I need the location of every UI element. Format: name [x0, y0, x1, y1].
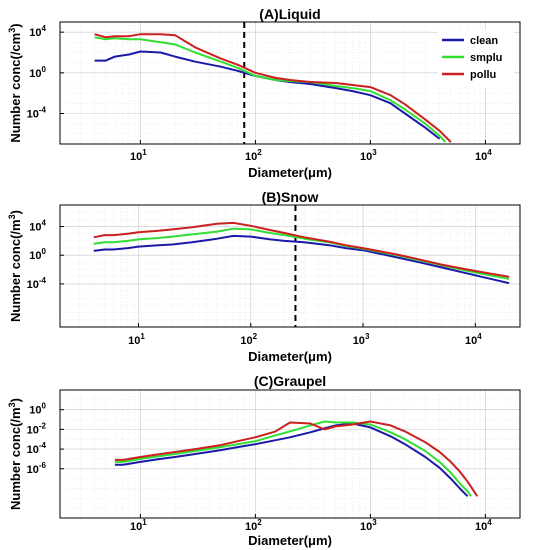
legend-entry-clean: clean — [470, 35, 498, 47]
x-tick-label: 102 — [245, 148, 262, 163]
x-tick-label: 103 — [353, 332, 370, 347]
series-line-smplu — [94, 36, 447, 143]
series-line-clean — [93, 234, 510, 285]
series-line-clean — [114, 422, 469, 498]
panel-2: (B)Snow 101 102 103 104 104 100 10-4 Diameter(μm… — [7, 189, 521, 364]
y-tick-label: 100 — [29, 247, 46, 262]
x-tick-label: 104 — [475, 518, 492, 533]
panel-title: (B)Snow — [262, 189, 319, 205]
y-axis-label: Number conc(/m3) — [7, 210, 23, 322]
series-line-clean — [94, 50, 441, 140]
plot-frame — [59, 204, 521, 328]
series-line-pollu — [94, 33, 452, 143]
legend-entry-smplu: smplu — [470, 52, 502, 64]
x-tick-label: 103 — [360, 518, 377, 533]
x-tick-label: 104 — [465, 332, 482, 347]
y-tick-label: 100 — [29, 65, 46, 80]
x-tick-label: 102 — [245, 518, 262, 533]
y-axis-label: Number conc(/m3) — [7, 398, 23, 510]
panel-3: (C)Graupel 101 102 103 104 100 10-2 10-4 10-6 Dia… — [7, 373, 521, 548]
y-tick-label: 10-6 — [27, 461, 47, 476]
x-tick-label: 104 — [475, 148, 492, 163]
y-tick-label: 100 — [29, 402, 46, 417]
series-line-pollu — [114, 420, 479, 497]
panel-title: (A)Liquid — [259, 6, 320, 22]
legend-entry-pollu: pollu — [470, 69, 496, 81]
series-group — [114, 420, 479, 498]
grid — [59, 389, 521, 519]
x-tick-label: 101 — [130, 148, 147, 163]
series-group — [93, 221, 510, 285]
y-tick-label: 104 — [29, 24, 46, 39]
y-tick-label: 10-4 — [27, 106, 47, 121]
y-tick-label: 104 — [29, 219, 46, 234]
x-axis-label: Diameter(μm) — [248, 533, 332, 548]
plot-frame — [59, 21, 521, 145]
y-axis-label: Number conc(/cm3) — [7, 23, 23, 142]
series-line-pollu — [93, 221, 510, 278]
x-tick-label: 103 — [360, 148, 377, 163]
y-tick-label: 10-4 — [27, 276, 47, 291]
panel-title: (C)Graupel — [254, 373, 326, 389]
x-axis-label: Diameter(μm) — [248, 349, 332, 364]
plot-frame — [59, 389, 521, 519]
x-tick-label: 101 — [128, 332, 145, 347]
series-group — [94, 33, 452, 143]
x-tick-label: 102 — [240, 332, 257, 347]
panel-1: (A)Liquid 101 102 103 104 104 100 10-4 Diameter(… — [7, 6, 521, 180]
y-tick-label: 10-4 — [27, 441, 47, 456]
series-line-smplu — [114, 420, 472, 497]
legend: clean smplu pollu — [438, 30, 514, 88]
y-tick-label: 10-2 — [27, 421, 47, 436]
x-axis-label: Diameter(μm) — [248, 165, 332, 180]
x-tick-label: 101 — [130, 518, 147, 533]
